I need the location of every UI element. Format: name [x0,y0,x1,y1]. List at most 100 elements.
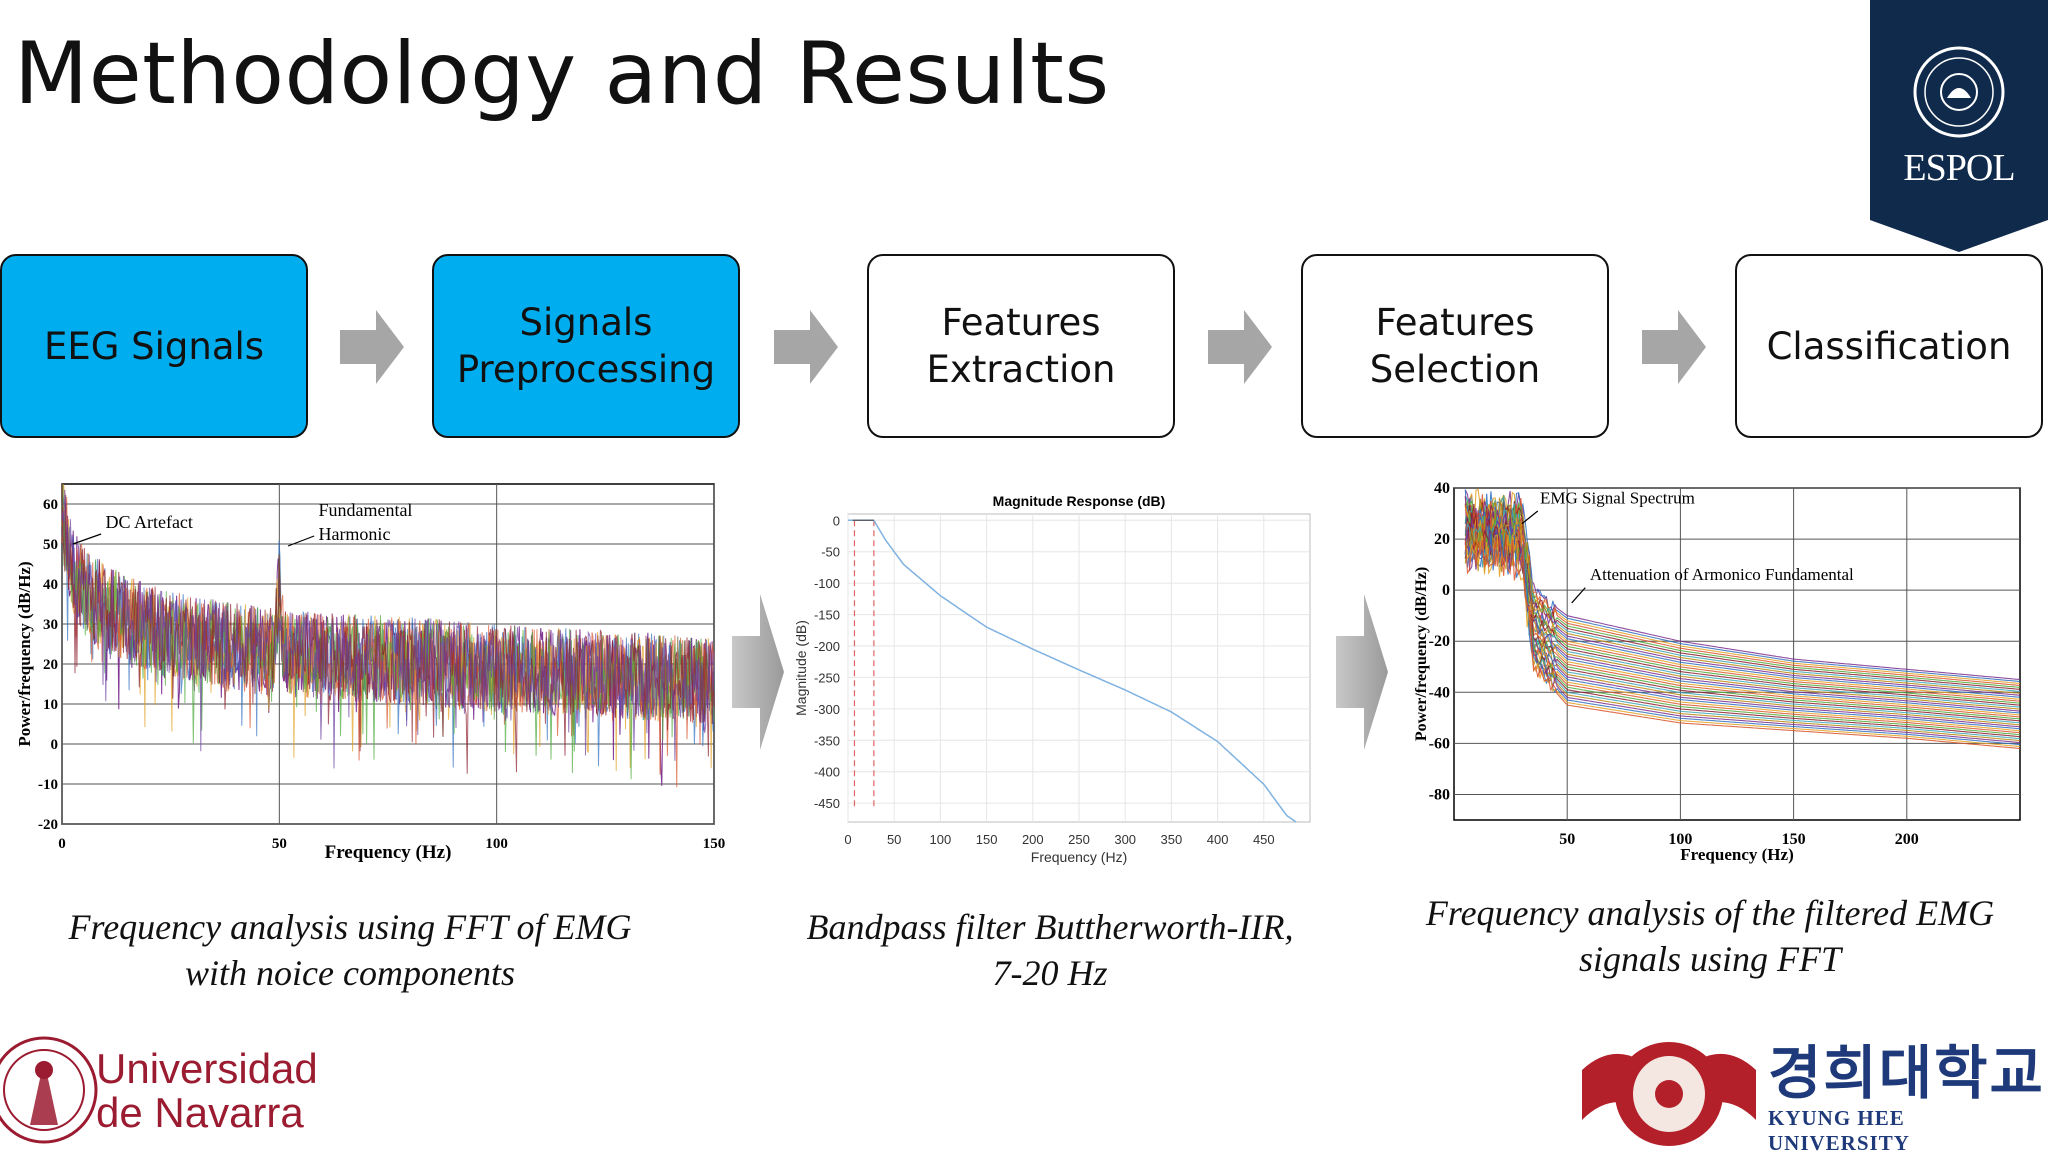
y-axis-label: Magnitude (dB) [793,620,809,716]
caption-fft-filtered: Frequency analysis of the filtered EMG si… [1425,893,1995,979]
series-line-6 [1464,501,2021,690]
y-tick-label: 60 [43,497,58,513]
espol-wordmark: ESPOL [1903,147,2015,189]
series-line-30 [1464,522,2021,738]
y-tick-label: -350 [814,733,840,748]
series-line-35 [1464,534,2021,748]
series-line-32 [1464,527,2021,742]
y-tick-label: 0 [51,737,59,753]
x-tick-label: 300 [1114,832,1136,847]
step-eeg-signals: EEG Signals [0,254,308,438]
espol-logo [1870,0,2048,252]
series-line-15 [1464,507,2021,708]
y-tick-label: 50 [43,537,58,553]
annotation-dc-artefact: DC Artefact [105,512,192,532]
annotation-attenuation: Attenuation of Armonico Fundamental [1590,565,1854,584]
series-line-5 [1464,494,2021,688]
x-tick-label: 100 [1668,831,1692,848]
pipeline-arrow-1-icon [340,310,404,384]
step-classification: Classification [1735,254,2043,438]
fft-noise-chart: 0 50 100 150 -20 -10 0 10 20 30 40 50 60 Frequency (H… [15,483,726,863]
navarra-wordmark: Universidad de Navarra [96,1045,318,1136]
pipeline-arrow-3-icon [1208,310,1272,384]
y-axis-label: Power/frequency (dB/Hz) [15,561,34,746]
annotation-emg-spectrum: EMG Signal Spectrum [1540,488,1695,507]
caption-fft-noise: Frequency analysis using FFT of EMG with … [68,907,632,993]
magnitude-response-chart: Magnitude Response (dB) 0 50 100 150 200 250 30… [793,493,1311,865]
y-tick-label: -20 [1429,633,1450,650]
series-line-36 [1464,534,2021,750]
x-tick-label: 50 [887,832,901,847]
x-axis-label: Frequency (Hz) [1680,845,1793,864]
x-tick-label: 200 [1022,832,1044,847]
annotation-arrow [72,533,102,545]
kyunghee-english-name: KYUNG HEE UNIVERSITY [1768,1106,1910,1155]
y-tick-label: 20 [43,657,58,673]
series-line-26 [1465,524,2021,730]
annotation-harmonic: Harmonic [318,524,390,544]
series-line-13 [1465,499,2021,704]
y-tick-label: -50 [821,545,840,560]
series-line-5 [61,483,715,780]
series-line-28 [1464,521,2021,734]
y-tick-label: -40 [1429,684,1450,701]
y-tick-label: -20 [38,817,58,833]
series-line-19 [1464,507,2021,716]
series-line-7 [61,489,715,769]
y-tick-label: 10 [43,697,58,713]
series-line-8 [1464,496,2021,694]
series-line-22 [1464,512,2021,722]
x-tick-label: 350 [1161,832,1183,847]
y-tick-label: -100 [814,576,840,591]
y-tick-label: 30 [43,617,58,633]
series-line-9 [1464,495,2021,696]
y-tick-label: 0 [833,513,840,528]
x-tick-label: 50 [1559,831,1575,848]
kyunghee-emblem-logo [1582,1042,1756,1146]
series-line-12 [1464,502,2021,702]
y-tick-label: 0 [1442,582,1450,599]
x-tick-label: 100 [485,836,508,852]
series-line-23 [1464,515,2021,724]
y-tick-label: -150 [814,608,840,623]
kyunghee-wordmark: 경희대학교 KYUNG HEE UNIVERSITY [1768,1040,2048,1156]
y-tick-label: -10 [38,777,58,793]
annotation-arrow [1571,587,1586,604]
y-axis-label: Power/frequency (dB/Hz) [1413,567,1430,741]
series-line-27 [1464,519,2021,732]
y-tick-label: -450 [814,796,840,811]
navarra-seal-logo [0,1036,98,1144]
step-signals-preprocessing: Signals Preprocessing [432,254,740,438]
series-line-34 [1464,533,2021,746]
x-tick-label: 100 [930,832,952,847]
y-tick-label: -250 [814,670,840,685]
step-features-selection: Features Selection [1301,254,1609,438]
annotation-arrow [1521,510,1539,525]
series-line-16 [1464,509,2021,710]
y-tick-label: -60 [1429,735,1450,752]
y-tick-label: 40 [43,577,58,593]
caption-filter: Bandpass filter Buttherworth-IIR, 7-20 Hz [806,907,1294,993]
series-line-7 [1464,495,2021,692]
y-tick-label: -200 [814,639,840,654]
big-arrow-2-icon [1336,594,1388,750]
series-line-24 [1464,518,2021,726]
annotation-fundamental: Fundamental [318,500,412,520]
x-tick-label: 150 [703,836,726,852]
response-line [848,519,1297,823]
y-tick-label: -80 [1429,786,1450,803]
series-line-14 [1464,503,2021,706]
kyunghee-korean-name: 경희대학교 [1768,1039,2045,1107]
series-line-2 [1464,489,2021,683]
series-line-20 [1464,511,2021,718]
series-line-25 [1464,517,2021,728]
x-axis-label: Frequency (Hz) [1031,849,1127,865]
x-tick-label: 0 [58,836,66,852]
pipeline-arrow-4-icon [1642,310,1706,384]
x-tick-label: 450 [1253,832,1275,847]
x-tick-label: 150 [976,832,998,847]
chart-title: Magnitude Response (dB) [993,493,1166,509]
series-line-10 [1464,505,2021,698]
x-tick-label: 250 [1068,832,1090,847]
